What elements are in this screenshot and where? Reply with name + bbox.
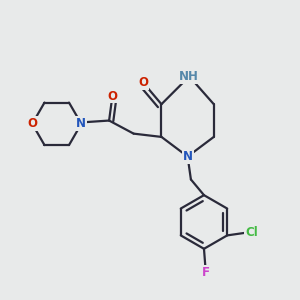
Text: NH: NH (179, 70, 199, 83)
Text: N: N (183, 150, 193, 163)
Text: N: N (76, 117, 86, 130)
Text: F: F (202, 266, 210, 279)
Text: O: O (139, 76, 148, 89)
Text: O: O (107, 89, 117, 103)
Text: O: O (27, 117, 37, 130)
Text: Cl: Cl (245, 226, 258, 238)
